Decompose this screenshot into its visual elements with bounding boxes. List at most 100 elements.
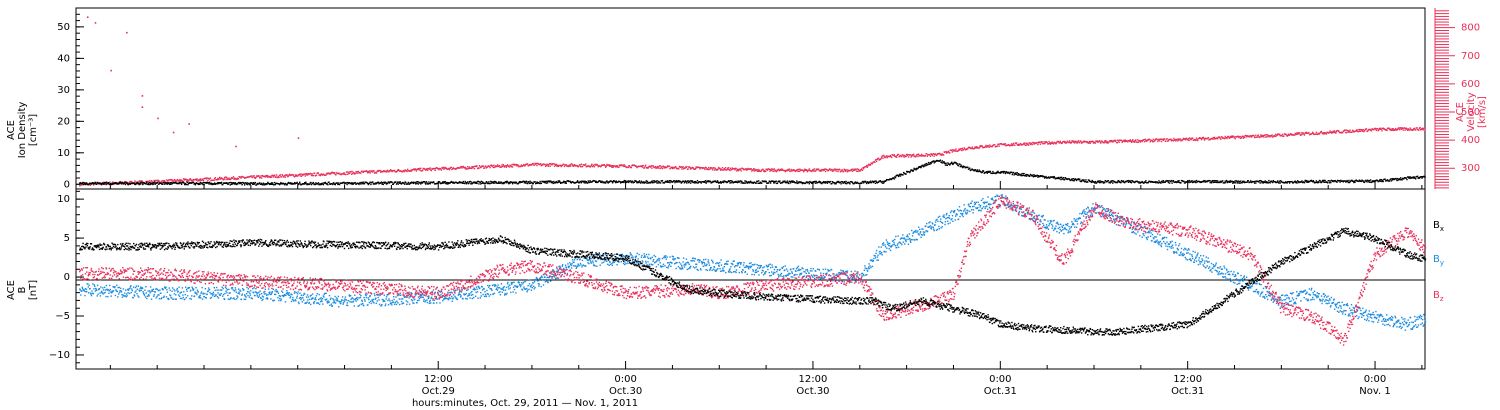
by-point [173,288,175,291]
density-point [458,182,460,184]
velocity-point [931,153,933,155]
density-point [611,182,614,184]
velocity-point [1317,133,1319,136]
velocity-point [149,180,151,182]
by-point [224,292,226,295]
velocity-point [1082,141,1084,143]
by-point [166,289,168,291]
by-point [96,295,98,297]
density-point [1022,174,1025,177]
density-point [104,182,107,184]
by-point [219,294,221,296]
velocity-point [1330,131,1333,133]
velocity-point [969,146,971,149]
velocity-point [299,173,301,175]
velocity-point [526,163,529,165]
density-point [1312,180,1314,182]
density-point [831,183,833,185]
density-point [630,180,632,182]
velocity-point [255,176,257,179]
velocity-point [254,177,256,179]
by-point [96,284,99,287]
velocity-point [719,169,722,171]
velocity-point [1325,133,1328,135]
by-point [151,289,154,292]
density-point [107,182,110,184]
density-point [1180,182,1182,184]
velocity-point [1099,141,1101,143]
velocity-point [380,171,382,173]
velocity-point [510,165,512,167]
velocity-point [556,165,558,167]
density-point [1405,177,1407,179]
velocity-point [1145,139,1147,141]
density-point [1211,181,1213,183]
velocity-point [902,154,904,156]
velocity-point [516,165,518,167]
velocity-point [1137,141,1140,143]
density-point [1117,179,1120,182]
velocity-point [1233,136,1236,138]
velocity-point [1231,136,1233,138]
by-point [224,286,227,288]
velocity-point [232,177,234,179]
velocity-point [419,169,421,171]
velocity-point [424,168,426,171]
by-point [298,297,301,299]
density-point [429,183,431,185]
density-point [137,183,140,185]
density-point [881,181,883,183]
velocity-point [452,168,454,170]
density-point [1352,180,1354,182]
velocity-point [1124,139,1126,141]
density-point [1382,180,1384,183]
velocity-point [560,165,562,168]
velocity-point [563,165,566,168]
by-point [165,296,168,298]
velocity-point [895,155,897,157]
velocity-point [896,156,898,158]
velocity-point [703,167,706,169]
density-point [1303,182,1306,184]
density-point [1227,181,1229,184]
density-point [585,181,587,183]
velocity-point [167,179,170,181]
by-point [87,283,89,285]
density-point [875,180,877,182]
velocity-point [851,168,853,171]
density-point [1368,181,1370,183]
velocity-point [316,172,318,174]
density-point [1279,182,1281,184]
density-point [505,181,507,183]
density-point [774,182,776,184]
velocity-point [1012,143,1014,146]
velocity-point [275,176,277,178]
density-point [1326,182,1329,184]
density-point [1218,181,1221,184]
velocity-point [1301,133,1303,136]
density-point [143,182,145,184]
density-point [1369,181,1371,183]
density-point [239,181,241,184]
density-point [982,170,985,172]
density-point [361,181,363,184]
velocity-point [1031,143,1033,146]
density-tick-label: 0 [64,179,70,190]
by-point [267,288,270,290]
velocity-point [500,166,503,168]
density-point [1216,181,1218,184]
density-point [688,181,690,184]
velocity-point [615,166,617,168]
velocity-point [1223,138,1226,140]
density-point [1167,181,1170,184]
density-point [564,182,566,184]
by-point [256,293,258,295]
velocity-point [897,153,900,156]
velocity-point [954,150,957,152]
density-point [237,183,239,185]
velocity-point [1158,138,1160,140]
density-point [740,182,742,184]
density-point [894,176,897,179]
density-point [594,180,596,182]
by-point [239,289,241,291]
